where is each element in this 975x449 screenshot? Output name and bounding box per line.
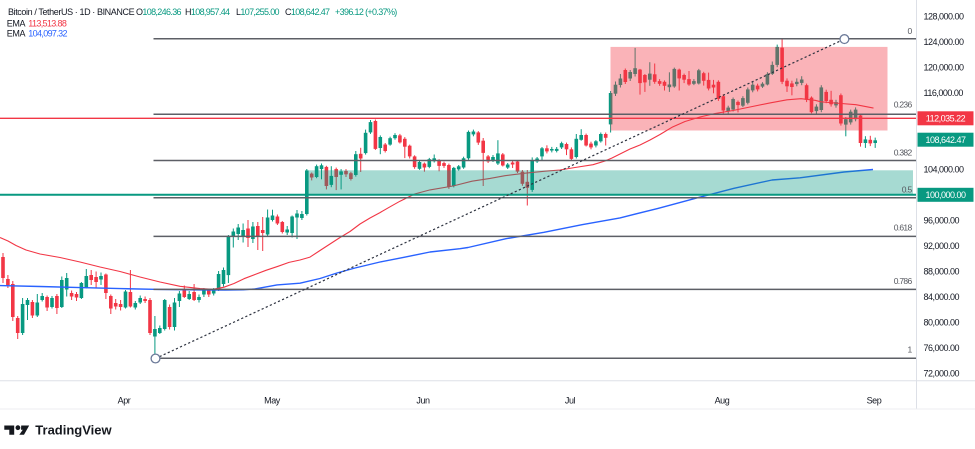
svg-text:72,000.00: 72,000.00 [924, 369, 960, 379]
svg-text:C108,642.47: C108,642.47 [285, 7, 330, 17]
svg-text:96,000.00: 96,000.00 [924, 216, 960, 226]
svg-text:128,000.00: 128,000.00 [924, 12, 965, 22]
svg-text:Aug: Aug [715, 396, 730, 406]
svg-text:104,097.32: 104,097.32 [28, 29, 67, 39]
svg-text:O108,246.36: O108,246.36 [136, 7, 182, 17]
svg-text:124,000.00: 124,000.00 [924, 37, 965, 47]
svg-text:0.786: 0.786 [894, 276, 913, 286]
svg-text:104,000.00: 104,000.00 [924, 165, 965, 175]
svg-text:TradingView: TradingView [35, 423, 112, 438]
svg-text:0.236: 0.236 [894, 99, 913, 109]
svg-text:84,000.00: 84,000.00 [924, 292, 960, 302]
svg-text:0.5: 0.5 [902, 185, 913, 195]
svg-text:+396.12 (+0.37%): +396.12 (+0.37%) [335, 7, 397, 17]
svg-text:76,000.00: 76,000.00 [924, 343, 960, 353]
svg-text:100,000.00: 100,000.00 [925, 190, 966, 200]
svg-text:0.382: 0.382 [894, 147, 913, 157]
svg-text:EMA: EMA [7, 29, 26, 39]
svg-text:May: May [264, 396, 281, 406]
svg-text:0: 0 [907, 26, 912, 36]
svg-text:Jul: Jul [565, 396, 576, 406]
svg-text:108,642.47: 108,642.47 [925, 135, 966, 145]
svg-text:Apr: Apr [118, 396, 131, 406]
svg-text:H108,957.44: H108,957.44 [185, 7, 230, 17]
svg-text:L107,255.00: L107,255.00 [236, 7, 280, 17]
svg-text:80,000.00: 80,000.00 [924, 318, 960, 328]
svg-text:Sep: Sep [867, 396, 882, 406]
svg-text:112,035.22: 112,035.22 [926, 114, 966, 124]
svg-text:EMA: EMA [7, 18, 26, 28]
svg-text:Jun: Jun [416, 396, 430, 406]
svg-text:1: 1 [907, 345, 912, 355]
svg-text:88,000.00: 88,000.00 [924, 267, 960, 277]
svg-text:120,000.00: 120,000.00 [924, 63, 965, 73]
svg-text:92,000.00: 92,000.00 [924, 241, 960, 251]
svg-text:113,513.88: 113,513.88 [28, 18, 67, 28]
svg-text:116,000.00: 116,000.00 [924, 88, 964, 98]
svg-text:Bitcoin / TetherUS · 1D · BINA: Bitcoin / TetherUS · 1D · BINANCE [8, 7, 135, 17]
svg-text:0.618: 0.618 [894, 222, 913, 232]
